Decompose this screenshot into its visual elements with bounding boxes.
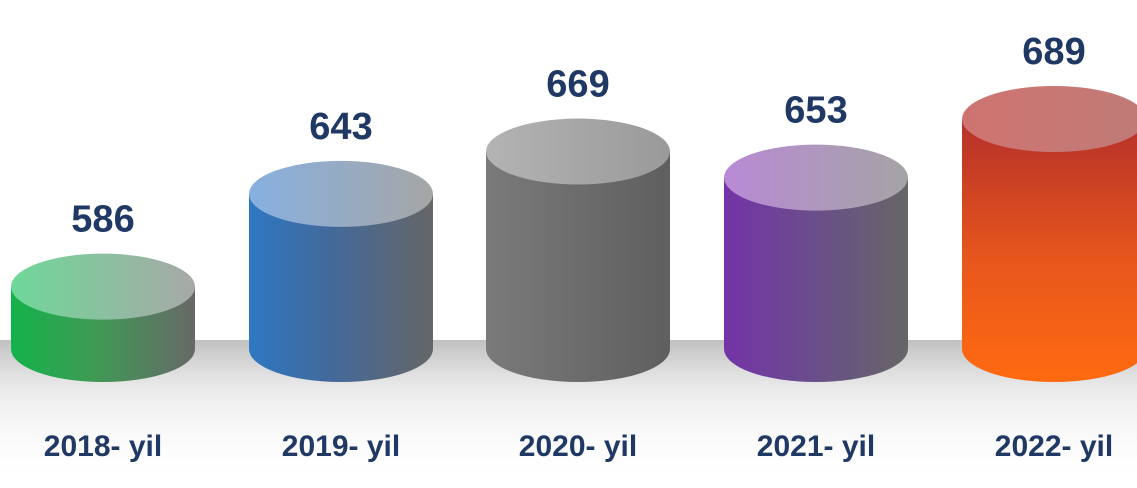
cylinder-bar <box>724 144 908 382</box>
category-label: 2018- yil <box>44 430 162 463</box>
category-labels-group: 2018- yil 2019- yil 2020- yil 2021- yil 2022… <box>44 430 1113 463</box>
category-label: 2020- yil <box>519 430 637 463</box>
value-label: 643 <box>309 106 372 148</box>
value-label: 689 <box>1022 31 1085 73</box>
value-label: 669 <box>546 64 609 106</box>
cylinder-bar <box>249 160 433 382</box>
cylinder-body <box>962 119 1137 382</box>
cylinder-body <box>486 151 670 382</box>
cylinder-bar <box>962 86 1137 382</box>
cylinder-bar <box>11 253 195 382</box>
cylinder-top <box>486 118 670 185</box>
cylinder-body <box>724 177 908 382</box>
cylinder-top <box>11 253 195 320</box>
category-label: 2022- yil <box>995 430 1113 463</box>
cylinder-body <box>249 193 433 382</box>
category-label: 2021- yil <box>757 430 875 463</box>
value-label: 586 <box>71 199 134 241</box>
cylinder-top <box>962 86 1137 152</box>
cylinder-top <box>724 144 908 211</box>
value-label: 653 <box>784 90 847 132</box>
cylinder-top <box>249 160 433 227</box>
cylinder-bar <box>486 118 670 382</box>
bars-group <box>11 86 1137 382</box>
category-label: 2019- yil <box>282 430 400 463</box>
value-labels-group: 586 643 669 653 689 <box>71 31 1085 241</box>
